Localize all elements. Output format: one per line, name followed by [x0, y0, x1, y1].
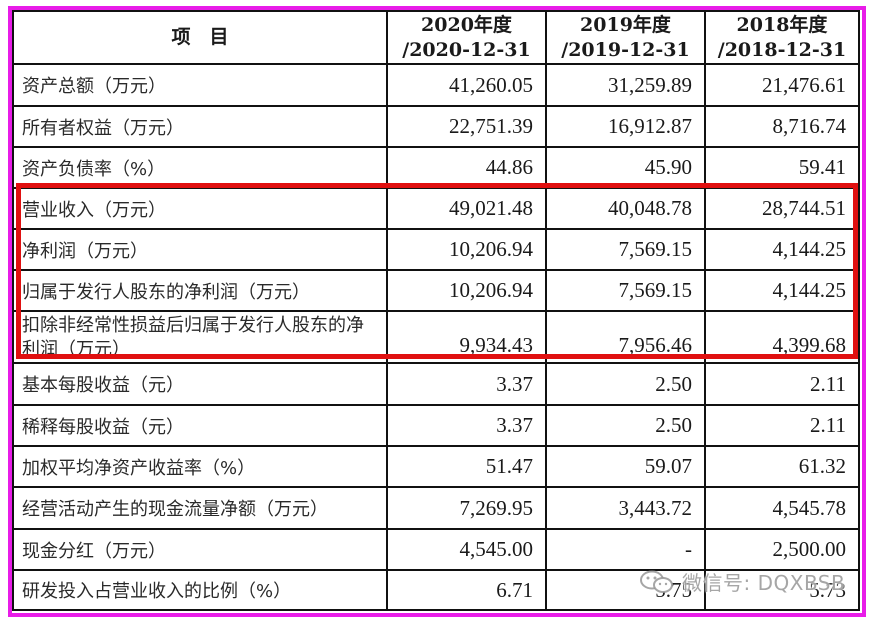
- cell-2018: 5.73: [704, 569, 860, 611]
- row-label: 经营活动产生的现金流量净额（万元）: [12, 486, 388, 530]
- cell-2019: 31,259.89: [545, 63, 706, 107]
- row-label: 营业收入（万元）: [12, 187, 388, 230]
- cell-2018: 2.11: [704, 404, 860, 447]
- row-label: 资产总额（万元）: [12, 63, 388, 107]
- cell-2020: 10,206.94: [386, 228, 547, 271]
- cell-2018: 4,144.25: [704, 269, 860, 312]
- cell-2018: 4,144.25: [704, 228, 860, 271]
- row-label: 研发投入占营业收入的比例（%）: [12, 569, 388, 611]
- cell-2018: 61.32: [704, 445, 860, 488]
- row-label: 所有者权益（万元）: [12, 105, 388, 148]
- row-label: 现金分红（万元）: [12, 528, 388, 571]
- cell-2018: 2.11: [704, 362, 860, 406]
- cell-2020: 44.86: [386, 146, 547, 189]
- cell-2020: 51.47: [386, 445, 547, 488]
- magenta-frame: [8, 6, 866, 617]
- header-2019: 2019年度/2019-12-31: [545, 10, 706, 65]
- table-row-net-profit-attributable: 归属于发行人股东的净利润（万元） 10,206.94 7,569.15 4,14…: [12, 269, 860, 312]
- cell-2019: 45.90: [545, 146, 706, 189]
- header-2020: 2020年度/2020-12-31: [386, 10, 547, 65]
- table-row-revenue: 营业收入（万元） 49,021.48 40,048.78 28,744.51: [12, 187, 860, 230]
- table-row-net-profit: 净利润（万元） 10,206.94 7,569.15 4,144.25: [12, 228, 860, 271]
- table-row-total-assets: 资产总额（万元） 41,260.05 31,259.89 21,476.61: [12, 63, 860, 107]
- cell-2019: 5.75: [545, 569, 706, 611]
- cell-2019: 3,443.72: [545, 486, 706, 530]
- table-row-rd-ratio: 研发投入占营业收入的比例（%） 6.71 5.75 5.73: [12, 569, 860, 611]
- table-row-operating-cash-flow: 经营活动产生的现金流量净额（万元） 7,269.95 3,443.72 4,54…: [12, 486, 860, 530]
- cell-2018: 59.41: [704, 146, 860, 189]
- cell-2018: 4,545.78: [704, 486, 860, 530]
- cell-2019: 7,956.46: [545, 310, 706, 364]
- row-label: 加权平均净资产收益率（%）: [12, 445, 388, 488]
- row-label: 归属于发行人股东的净利润（万元）: [12, 269, 388, 312]
- cell-2020: 49,021.48: [386, 187, 547, 230]
- table-row-owners-equity: 所有者权益（万元） 22,751.39 16,912.87 8,716.74: [12, 105, 860, 148]
- cell-2018: 28,744.51: [704, 187, 860, 230]
- table-row-debt-ratio: 资产负债率（%） 44.86 45.90 59.41: [12, 146, 860, 189]
- row-label: 资产负债率（%）: [12, 146, 388, 189]
- cell-2019: -: [545, 528, 706, 571]
- cell-2019: 7,569.15: [545, 269, 706, 312]
- cell-2019: 40,048.78: [545, 187, 706, 230]
- cell-2018: 4,399.68: [704, 310, 860, 364]
- table-row-weighted-roe: 加权平均净资产收益率（%） 51.47 59.07 61.32: [12, 445, 860, 488]
- table-row-net-profit-excl-nonrecurring: 扣除非经常性损益后归属于发行人股东的净利润（万元） 9,934.43 7,956…: [12, 310, 860, 364]
- cell-2018: 2,500.00: [704, 528, 860, 571]
- cell-2019: 16,912.87: [545, 105, 706, 148]
- header-item: 项 目: [12, 10, 388, 65]
- watermark: 微信号: DQXBSB: [640, 567, 845, 596]
- wechat-icon: [640, 570, 673, 593]
- row-label: 扣除非经常性损益后归属于发行人股东的净利润（万元）: [12, 310, 388, 364]
- table-row-cash-dividend: 现金分红（万元） 4,545.00 - 2,500.00: [12, 528, 860, 571]
- table-row-diluted-eps: 稀释每股收益（元） 3.37 2.50 2.11: [12, 404, 860, 447]
- cell-2019: 7,569.15: [545, 228, 706, 271]
- cell-2018: 8,716.74: [704, 105, 860, 148]
- cell-2020: 9,934.43: [386, 310, 547, 364]
- cell-2019: 59.07: [545, 445, 706, 488]
- cell-2020: 22,751.39: [386, 105, 547, 148]
- cell-2018: 21,476.61: [704, 63, 860, 107]
- cell-2020: 7,269.95: [386, 486, 547, 530]
- watermark-text: 微信号: DQXBSB: [682, 571, 846, 595]
- cell-2020: 6.71: [386, 569, 547, 611]
- cell-2020: 4,545.00: [386, 528, 547, 571]
- cell-2020: 41,260.05: [386, 63, 547, 107]
- cell-2020: 3.37: [386, 362, 547, 406]
- table-row-basic-eps: 基本每股收益（元） 3.37 2.50 2.11: [12, 362, 860, 406]
- cell-2019: 2.50: [545, 362, 706, 406]
- header-2018: 2018年度/2018-12-31: [704, 10, 860, 65]
- row-label: 稀释每股收益（元）: [12, 404, 388, 447]
- financial-summary-table: 项 目 2020年度/2020-12-31 2019年度/2019-12-31 …: [12, 10, 860, 611]
- row-label: 净利润（万元）: [12, 228, 388, 271]
- table-header-row: 项 目 2020年度/2020-12-31 2019年度/2019-12-31 …: [12, 10, 860, 65]
- cell-2020: 10,206.94: [386, 269, 547, 312]
- cell-2019: 2.50: [545, 404, 706, 447]
- cell-2020: 3.37: [386, 404, 547, 447]
- row-label: 基本每股收益（元）: [12, 362, 388, 406]
